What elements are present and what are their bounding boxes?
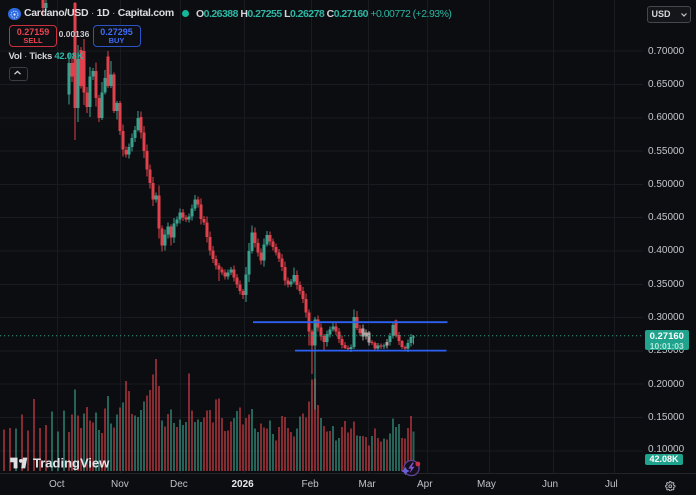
svg-text:TradingView: TradingView — [33, 456, 110, 470]
